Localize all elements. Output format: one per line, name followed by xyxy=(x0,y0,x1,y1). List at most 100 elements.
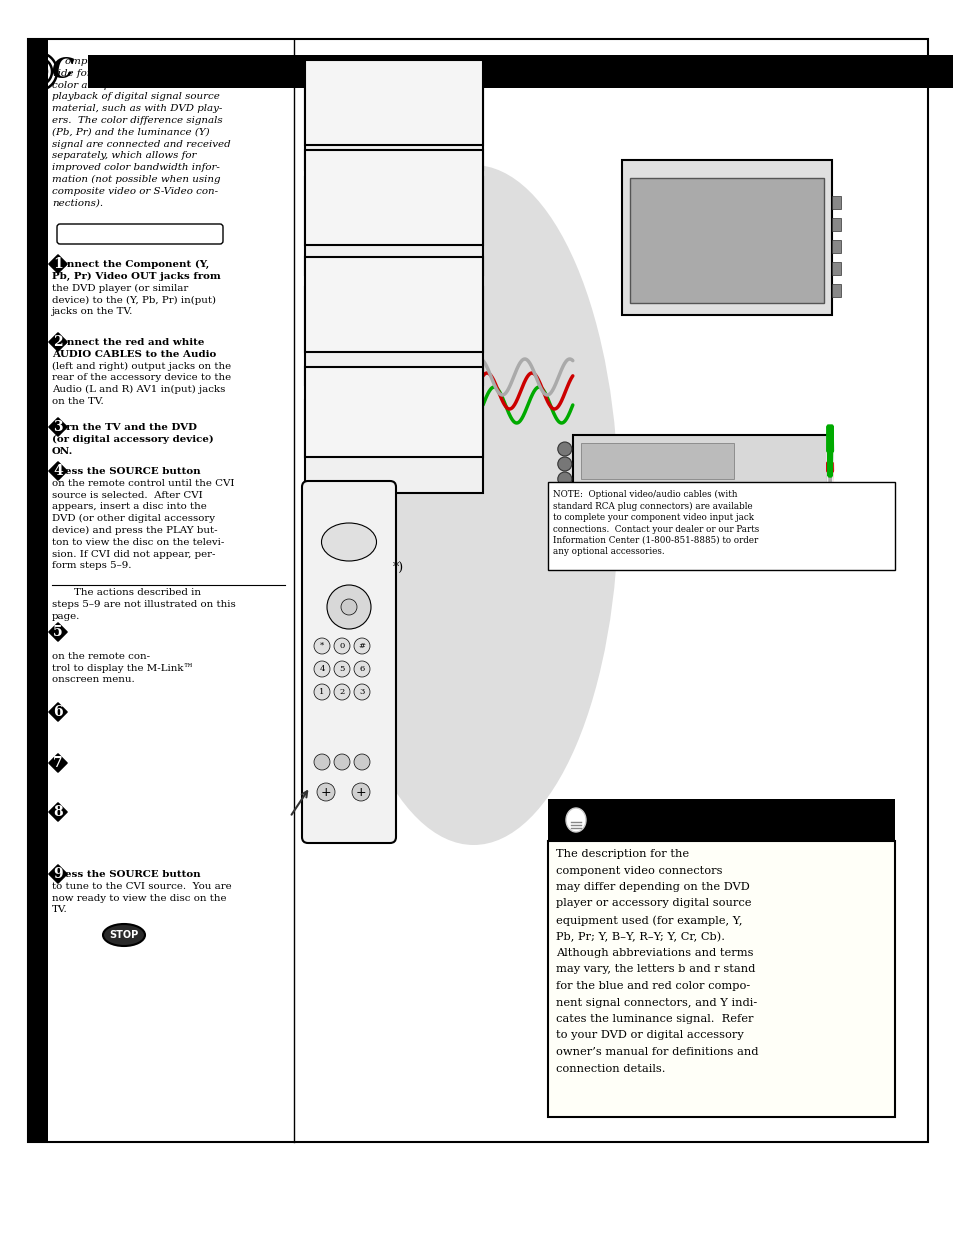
Bar xyxy=(572,435,827,487)
Text: cates the luminance signal.  Refer: cates the luminance signal. Refer xyxy=(556,1014,753,1024)
Text: 4: 4 xyxy=(319,664,324,673)
Text: 8: 8 xyxy=(53,805,63,819)
Text: nections).: nections). xyxy=(52,199,103,207)
Bar xyxy=(305,400,482,493)
Text: ton to view the disc on the televi-: ton to view the disc on the televi- xyxy=(52,537,224,547)
Text: may vary, the letters b and r stand: may vary, the letters b and r stand xyxy=(556,965,755,974)
Text: 1: 1 xyxy=(53,257,63,270)
Text: to your DVD or digital accessory: to your DVD or digital accessory xyxy=(556,1030,743,1041)
Text: on the remote con-: on the remote con- xyxy=(52,652,150,661)
Text: Information Center (1-800-851-8885) to order: Information Center (1-800-851-8885) to o… xyxy=(553,536,758,545)
Circle shape xyxy=(314,661,330,677)
Text: NOTE:  Optional video/audio cables (with: NOTE: Optional video/audio cables (with xyxy=(553,490,737,499)
Text: (or digital accessory device): (or digital accessory device) xyxy=(52,435,213,443)
Bar xyxy=(305,367,482,457)
Text: *: * xyxy=(319,642,324,650)
Text: sion. If CVI did not appear, per-: sion. If CVI did not appear, per- xyxy=(52,550,215,558)
Bar xyxy=(88,56,953,88)
Bar xyxy=(832,284,841,296)
Text: player or accessory digital source: player or accessory digital source xyxy=(556,899,751,909)
Circle shape xyxy=(314,638,330,655)
Text: *): *) xyxy=(393,561,404,573)
Text: Connect the red and white: Connect the red and white xyxy=(52,338,204,347)
Polygon shape xyxy=(49,753,67,772)
Bar xyxy=(621,161,832,315)
Text: for the blue and red color compo-: for the blue and red color compo- xyxy=(556,981,749,990)
Text: may differ depending on the DVD: may differ depending on the DVD xyxy=(556,882,749,892)
Text: 7: 7 xyxy=(53,756,63,769)
Polygon shape xyxy=(49,803,67,821)
Text: 0: 0 xyxy=(339,642,344,650)
Text: STOP: STOP xyxy=(110,930,138,940)
Text: AUDIO CABLES to the Audio: AUDIO CABLES to the Audio xyxy=(52,350,216,359)
Text: improved color bandwidth infor-: improved color bandwidth infor- xyxy=(52,163,219,172)
Text: Pb, Pr; Y, B–Y, R–Y; Y, Cr, Cb).: Pb, Pr; Y, B–Y, R–Y; Y, Cr, Cb). xyxy=(556,931,724,942)
Text: now ready to view the disc on the: now ready to view the disc on the xyxy=(52,894,226,903)
Bar xyxy=(28,40,927,1142)
Circle shape xyxy=(354,661,370,677)
Text: 9: 9 xyxy=(53,867,63,881)
Text: on the remote control until the CVI: on the remote control until the CVI xyxy=(52,479,234,488)
Circle shape xyxy=(314,755,330,769)
Text: 6: 6 xyxy=(53,705,63,719)
Text: source is selected.  After CVI: source is selected. After CVI xyxy=(52,490,203,500)
Text: steps 5–9 are not illustrated on this: steps 5–9 are not illustrated on this xyxy=(52,600,235,609)
Text: the DVD player (or similar: the DVD player (or similar xyxy=(52,284,188,293)
Text: 5: 5 xyxy=(339,664,344,673)
Bar xyxy=(832,196,841,209)
Text: 2: 2 xyxy=(53,335,63,350)
Ellipse shape xyxy=(565,808,585,832)
Ellipse shape xyxy=(103,924,145,946)
Text: composite video or S-Video con-: composite video or S-Video con- xyxy=(52,186,218,196)
Text: Audio (L and R) AV1 in(put) jacks: Audio (L and R) AV1 in(put) jacks xyxy=(52,385,225,394)
Text: rear of the accessory device to the: rear of the accessory device to the xyxy=(52,373,231,383)
Text: 3: 3 xyxy=(53,420,63,433)
Polygon shape xyxy=(49,417,67,436)
Circle shape xyxy=(558,442,571,456)
Bar xyxy=(630,178,823,303)
Text: 5: 5 xyxy=(53,625,63,638)
Text: +: + xyxy=(355,785,366,799)
Text: vide for the highest possible: vide for the highest possible xyxy=(52,69,199,78)
Text: signal are connected and received: signal are connected and received xyxy=(52,140,231,148)
Text: to tune to the CVI source.  You are: to tune to the CVI source. You are xyxy=(52,882,232,890)
Text: Turn the TV and the DVD: Turn the TV and the DVD xyxy=(52,424,196,432)
Text: appears, insert a disc into the: appears, insert a disc into the xyxy=(52,503,207,511)
Bar xyxy=(305,257,482,352)
Text: Press the SOURCE button: Press the SOURCE button xyxy=(52,467,200,475)
Text: connection details.: connection details. xyxy=(556,1063,665,1073)
Bar xyxy=(547,482,894,571)
Text: The actions described in: The actions described in xyxy=(74,588,201,597)
Text: nent signal connectors, and Y indi-: nent signal connectors, and Y indi- xyxy=(556,998,757,1008)
Text: (Pb, Pr) and the luminance (Y): (Pb, Pr) and the luminance (Y) xyxy=(52,127,210,137)
Text: (left and right) output jacks on the: (left and right) output jacks on the xyxy=(52,362,231,370)
Ellipse shape xyxy=(321,522,376,561)
Text: playback of digital signal source: playback of digital signal source xyxy=(52,93,219,101)
Text: +: + xyxy=(320,785,331,799)
Text: Press the SOURCE button: Press the SOURCE button xyxy=(52,869,200,879)
Circle shape xyxy=(340,599,356,615)
Bar xyxy=(832,219,841,231)
FancyBboxPatch shape xyxy=(302,480,395,844)
Bar xyxy=(832,262,841,275)
Text: DVD (or other digital accessory: DVD (or other digital accessory xyxy=(52,514,214,524)
Circle shape xyxy=(354,684,370,700)
Text: mation (not possible when using: mation (not possible when using xyxy=(52,175,220,184)
Polygon shape xyxy=(49,703,67,721)
Text: separately, which allows for: separately, which allows for xyxy=(52,152,196,161)
Polygon shape xyxy=(49,864,67,883)
Bar xyxy=(305,77,482,170)
Bar xyxy=(305,61,482,144)
Text: ers.  The color difference signals: ers. The color difference signals xyxy=(52,116,222,125)
Circle shape xyxy=(352,783,370,802)
Text: device) to the (Y, Pb, Pr) in(put): device) to the (Y, Pb, Pr) in(put) xyxy=(52,295,215,305)
Text: material, such as with DVD play-: material, such as with DVD play- xyxy=(52,104,222,114)
Bar xyxy=(547,841,894,1116)
Text: trol to display the M-Link™: trol to display the M-Link™ xyxy=(52,663,193,673)
Circle shape xyxy=(327,585,371,629)
Circle shape xyxy=(334,661,350,677)
Text: omponent Video inputs pro-: omponent Video inputs pro- xyxy=(65,57,209,65)
Text: onscreen menu.: onscreen menu. xyxy=(52,676,134,684)
Text: Although abbreviations and terms: Although abbreviations and terms xyxy=(556,948,753,958)
Text: connections.  Contact your dealer or our Parts: connections. Contact your dealer or our … xyxy=(553,525,759,534)
